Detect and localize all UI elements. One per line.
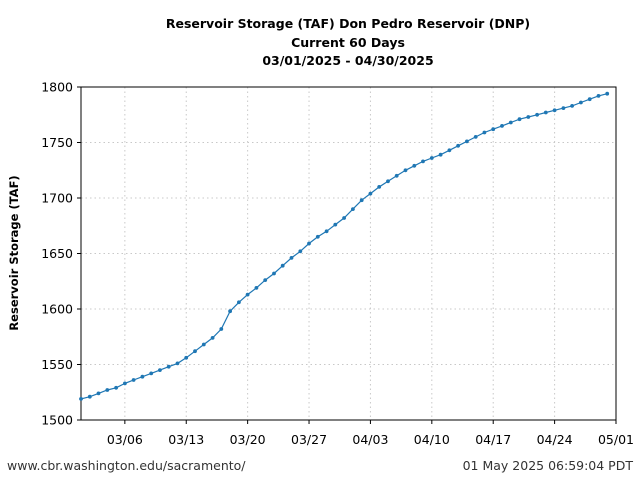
data-point [158,368,162,372]
data-point [114,385,118,390]
source-url: www.cbr.washington.edu/sacramento/ [7,458,246,473]
data-point [377,185,382,189]
x-tick-label: 03/20 [230,432,266,447]
y-axis: 1500 1550 1600 1650 1700 1750 1800 [41,80,81,428]
data-point [429,156,434,160]
data-point [473,135,478,139]
data-point [123,381,127,386]
data-point [552,108,557,113]
data-point [140,374,145,379]
data-point [228,309,233,314]
data-point [386,179,390,184]
data-point [280,263,285,268]
data-point [438,152,443,157]
x-tick-label: 03/27 [291,432,327,447]
data-point [359,198,364,203]
data-point [491,127,496,132]
chart-title: Reservoir Storage (TAF) Don Pedro Reserv… [166,16,530,68]
data-point [149,371,154,376]
y-tick-label: 1550 [41,357,73,372]
grid-lines [81,87,616,420]
x-tick-label: 04/17 [475,432,511,447]
data-point [254,286,259,290]
series-line [80,93,608,400]
data-point [166,364,171,369]
data-point [394,173,399,178]
data-point [272,271,276,276]
timestamp: 01 May 2025 06:59:04 PDT [462,458,633,473]
data-point [456,143,460,148]
chart-title-line-1: Reservoir Storage (TAF) Don Pedro Reserv… [166,16,530,31]
data-point [596,94,601,98]
data-point [403,168,408,173]
data-point [605,91,610,96]
data-point [526,115,531,119]
y-tick-label: 1500 [41,413,73,428]
data-point [447,148,452,153]
data-point [245,292,250,297]
data-point [193,349,197,354]
data-point [465,139,469,144]
data-point [579,100,583,105]
x-tick-label: 04/24 [537,432,573,447]
y-axis-label: Reservoir Storage (TAF) [7,175,21,330]
data-point [535,112,539,117]
x-tick-label: 04/03 [352,432,388,447]
data-point [263,278,268,282]
x-tick-label: 04/10 [414,432,450,447]
data-point [315,234,320,239]
data-point [570,104,574,108]
data-point [298,249,303,254]
x-tick-label: 03/06 [107,432,143,447]
data-point [307,241,311,246]
x-tick-label: 05/01 [598,432,634,447]
data-point [421,159,425,164]
data-point [184,355,189,360]
data-point [96,391,101,396]
data-point [175,361,180,366]
data-point [324,229,329,234]
data-point [543,110,548,115]
data-point [368,191,373,196]
data-point [210,336,215,340]
x-tick-label: 03/13 [168,432,204,447]
data-point [508,120,513,125]
data-point [237,300,241,305]
data-point [201,342,206,347]
data-point [105,388,110,392]
data-point [87,394,92,399]
data-point [561,106,566,110]
y-tick-label: 1800 [41,80,73,95]
data-point [517,117,522,122]
data-point [131,378,136,382]
data-point [79,397,83,401]
data-point [587,97,592,102]
y-tick-label: 1700 [41,191,73,206]
data-point [500,124,504,128]
y-tick-label: 1600 [41,302,73,317]
data-point [482,130,487,135]
data-point [333,222,338,227]
series-storage [79,91,610,401]
data-point [351,207,355,212]
data-point [289,256,294,260]
data-point [219,327,224,331]
y-tick-label: 1750 [41,135,73,150]
chart-title-line-3: 03/01/2025 - 04/30/2025 [262,53,433,68]
x-axis: 03/06 03/13 03/20 03/27 04/03 04/10 04/17 04/24… [107,420,634,447]
chart-title-line-2: Current 60 Days [291,35,405,50]
y-tick-label: 1650 [41,246,73,261]
data-point [342,216,346,220]
data-point [412,163,417,168]
